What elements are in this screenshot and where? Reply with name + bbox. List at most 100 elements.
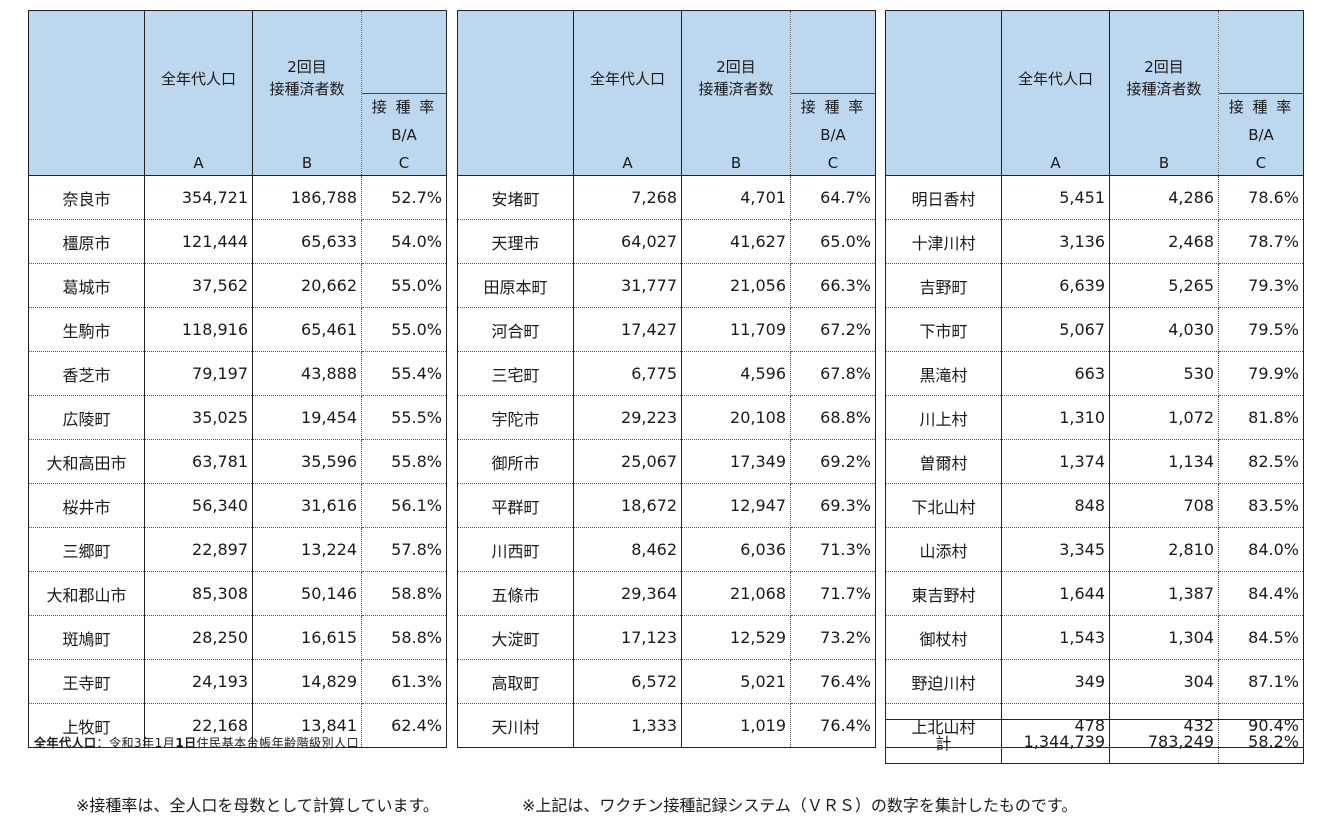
municipality-name: 斑鳩町 xyxy=(28,615,145,660)
table-row: 宇陀市 29,223 20,108 68.8% xyxy=(457,395,876,440)
municipality-name: 安堵町 xyxy=(457,175,574,220)
header-rate-divider xyxy=(1219,93,1303,94)
table-row: 川西町 8,462 6,036 71.3% xyxy=(457,527,876,572)
vaccinated-value: 13,841 xyxy=(252,703,362,748)
municipality-name: 広陵町 xyxy=(28,395,145,440)
rate-value: 84.5% xyxy=(1218,615,1304,660)
vaccinated-value: 13,224 xyxy=(252,527,362,572)
population-value: 1,374 xyxy=(1001,439,1110,484)
total-row: 計 1,344,739 783,249 58.2% xyxy=(885,719,1304,764)
rate-value: 55.4% xyxy=(361,351,447,396)
table-row: 大和郡山市 85,308 50,146 58.8% xyxy=(28,571,447,616)
population-value: 29,223 xyxy=(573,395,682,440)
table-row: 高取町 6,572 5,021 76.4% xyxy=(457,659,876,704)
vaccinated-value: 530 xyxy=(1109,351,1219,396)
table-row: 東吉野村 1,644 1,387 84.4% xyxy=(885,571,1304,616)
rate-value: 65.0% xyxy=(790,219,876,264)
rate-value: 58.8% xyxy=(361,571,447,616)
footnote-separator: ： xyxy=(96,736,110,750)
header-vaccinated-cell: 2回目 接種済者数 B xyxy=(681,10,791,176)
municipality-name: 橿原市 xyxy=(28,219,145,264)
header-letter-b: B xyxy=(730,154,742,172)
population-value: 25,067 xyxy=(573,439,682,484)
table-row: 五條市 29,364 21,068 71.7% xyxy=(457,571,876,616)
vaccination-table-1: 全年代人口 A 2回目 接種済者数 B 接 種 率 B/A C 奈良市 354,7… xyxy=(28,10,447,748)
rate-value: 62.4% xyxy=(361,703,447,748)
vaccinated-value: 14,829 xyxy=(252,659,362,704)
rate-value: 66.3% xyxy=(790,263,876,308)
municipality-name: 葛城市 xyxy=(28,263,145,308)
vaccinated-value: 20,662 xyxy=(252,263,362,308)
vaccinated-value: 11,709 xyxy=(681,307,791,352)
table-row: 御所市 25,067 17,349 69.2% xyxy=(457,439,876,484)
table-row: 天川村 1,333 1,019 76.4% xyxy=(457,703,876,748)
header-name-cell xyxy=(885,10,1002,176)
population-value: 121,444 xyxy=(144,219,253,264)
table-row: 広陵町 35,025 19,454 55.5% xyxy=(28,395,447,440)
rate-value: 79.3% xyxy=(1218,263,1304,308)
header-population-cell: 全年代人口 A xyxy=(144,10,253,176)
municipality-name: 天川村 xyxy=(457,703,574,748)
header-rate-divider xyxy=(362,93,446,94)
table-row: 河合町 17,427 11,709 67.2% xyxy=(457,307,876,352)
vaccinated-value: 35,596 xyxy=(252,439,362,484)
population-value: 5,067 xyxy=(1001,307,1110,352)
vaccinated-value: 4,030 xyxy=(1109,307,1219,352)
table-row: 橿原市 121,444 65,633 54.0% xyxy=(28,219,447,264)
vaccinated-value: 43,888 xyxy=(252,351,362,396)
municipality-name: 天理市 xyxy=(457,219,574,264)
rate-value: 87.1% xyxy=(1218,659,1304,704)
header-letter-a: A xyxy=(622,154,633,172)
total-label: 計 xyxy=(885,719,1002,764)
header-letter-a: A xyxy=(193,154,204,172)
header-rate-line2: B/A xyxy=(391,126,417,144)
footnote-date-day: 1日 xyxy=(175,736,197,750)
population-value: 29,364 xyxy=(573,571,682,616)
rate-value: 54.0% xyxy=(361,219,447,264)
table-row: 安堵町 7,268 4,701 64.7% xyxy=(457,175,876,220)
table-3-body: 全年代人口 A 2回目 接種済者数 B 接 種 率 B/A C 明日香村 5,45… xyxy=(885,10,1304,748)
rate-value: 81.8% xyxy=(1218,395,1304,440)
header-vaccinated-cell: 2回目 接種済者数 B xyxy=(1109,10,1219,176)
table-row: 川上村 1,310 1,072 81.8% xyxy=(885,395,1304,440)
population-value: 7,268 xyxy=(573,175,682,220)
vaccinated-value: 17,349 xyxy=(681,439,791,484)
note-rate-basis: ※接種率は、全人口を母数として計算しています。 xyxy=(76,796,439,815)
population-value: 37,562 xyxy=(144,263,253,308)
table-row: 田原本町 31,777 21,056 66.3% xyxy=(457,263,876,308)
header-rate-cell: 接 種 率 B/A C xyxy=(790,10,876,176)
rate-value: 55.0% xyxy=(361,263,447,308)
table-row: 御杖村 1,543 1,304 84.5% xyxy=(885,615,1304,660)
table-2-body: 全年代人口 A 2回目 接種済者数 B 接 種 率 B/A C 安堵町 7,268… xyxy=(457,10,876,748)
rate-value: 58.8% xyxy=(361,615,447,660)
rate-value: 79.9% xyxy=(1218,351,1304,396)
municipality-name: 吉野町 xyxy=(885,263,1002,308)
table-row: 平群町 18,672 12,947 69.3% xyxy=(457,483,876,528)
vaccinated-value: 20,108 xyxy=(681,395,791,440)
table-row: 天理市 64,027 41,627 65.0% xyxy=(457,219,876,264)
rate-value: 78.7% xyxy=(1218,219,1304,264)
population-value: 35,025 xyxy=(144,395,253,440)
rate-value: 56.1% xyxy=(361,483,447,528)
population-value: 8,462 xyxy=(573,527,682,572)
rate-value: 55.8% xyxy=(361,439,447,484)
rate-value: 68.8% xyxy=(790,395,876,440)
vaccinated-value: 5,265 xyxy=(1109,263,1219,308)
municipality-name: 十津川村 xyxy=(885,219,1002,264)
vaccinated-value: 12,529 xyxy=(681,615,791,660)
vaccinated-value: 1,387 xyxy=(1109,571,1219,616)
header-name-cell xyxy=(28,10,145,176)
table-row: 十津川村 3,136 2,468 78.7% xyxy=(885,219,1304,264)
vaccinated-value: 65,633 xyxy=(252,219,362,264)
header-rate-cell: 接 種 率 B/A C xyxy=(1218,10,1304,176)
vaccinated-value: 5,021 xyxy=(681,659,791,704)
header-letter-c: C xyxy=(827,154,839,172)
population-value: 22,897 xyxy=(144,527,253,572)
municipality-name: 香芝市 xyxy=(28,351,145,396)
vaccinated-value: 2,810 xyxy=(1109,527,1219,572)
vaccinated-value: 19,454 xyxy=(252,395,362,440)
population-value: 17,427 xyxy=(573,307,682,352)
municipality-name: 大和高田市 xyxy=(28,439,145,484)
table-row: 黒滝村 663 530 79.9% xyxy=(885,351,1304,396)
population-value: 85,308 xyxy=(144,571,253,616)
